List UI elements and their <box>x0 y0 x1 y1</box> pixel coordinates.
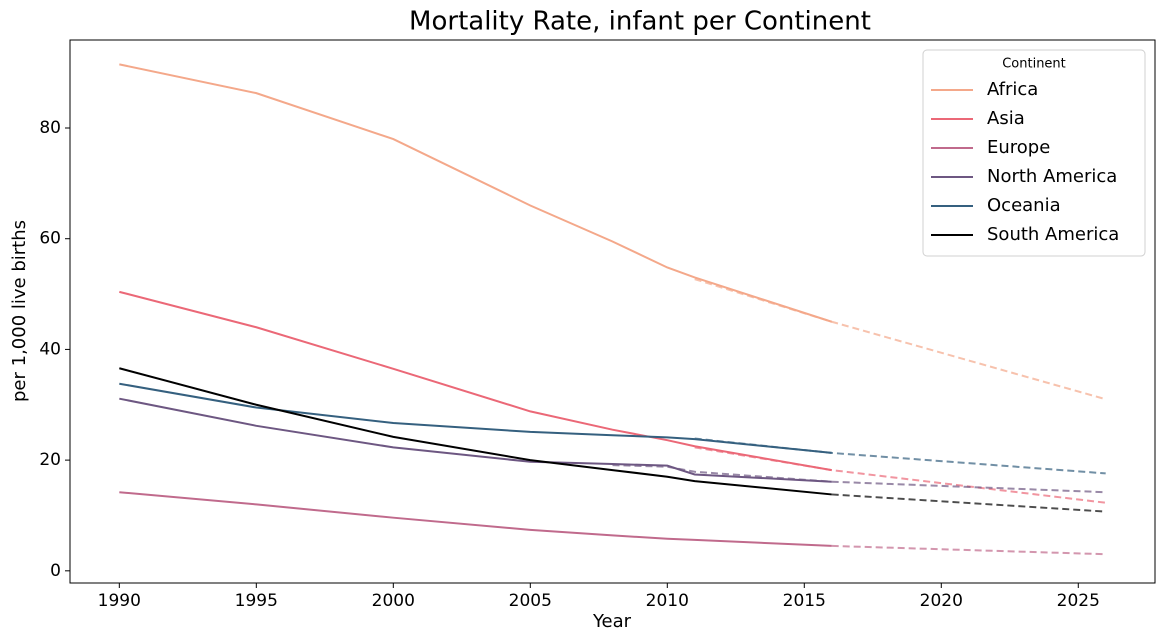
legend-label: Oceania <box>987 195 1061 216</box>
forecast-line <box>831 493 1106 513</box>
series-line <box>119 491 832 547</box>
x-tick-label: 2010 <box>646 591 689 611</box>
series-line <box>119 367 832 496</box>
legend-box <box>922 49 1146 257</box>
chart-title: Mortality Rate, infant per Continent <box>409 7 871 37</box>
x-axis-label: Year <box>592 611 632 632</box>
x-tick-label: 2020 <box>920 591 963 611</box>
forecast-line <box>831 544 1106 556</box>
series-line <box>119 397 832 483</box>
y-tick-label: 20 <box>39 450 61 470</box>
x-tick-label: 2005 <box>509 591 552 611</box>
forecast-line <box>612 464 1106 494</box>
forecast-line <box>694 437 1106 475</box>
x-tick-label: 2000 <box>372 591 415 611</box>
legend-label: South America <box>987 224 1119 245</box>
legend-label: Europe <box>987 137 1050 158</box>
y-axis-label: per 1,000 live births <box>9 220 30 402</box>
series-line <box>119 290 832 472</box>
forecast-line <box>694 446 1106 504</box>
legend-label: Asia <box>987 108 1025 129</box>
y-tick-label: 80 <box>39 118 61 138</box>
legend-label: North America <box>987 166 1117 187</box>
x-tick-label: 2025 <box>1057 591 1100 611</box>
y-tick-label: 0 <box>50 561 61 581</box>
legend-label: Africa <box>987 79 1038 100</box>
x-tick-label: 1995 <box>235 591 278 611</box>
y-tick-label: 60 <box>39 229 61 249</box>
legend-title: Continent <box>1002 57 1066 72</box>
plot-frame <box>69 39 1156 584</box>
x-tick-label: 1990 <box>98 591 141 611</box>
x-tick-label: 2015 <box>783 591 826 611</box>
forecast-line <box>694 278 1106 401</box>
series-line <box>119 63 832 323</box>
y-tick-label: 40 <box>39 339 61 359</box>
